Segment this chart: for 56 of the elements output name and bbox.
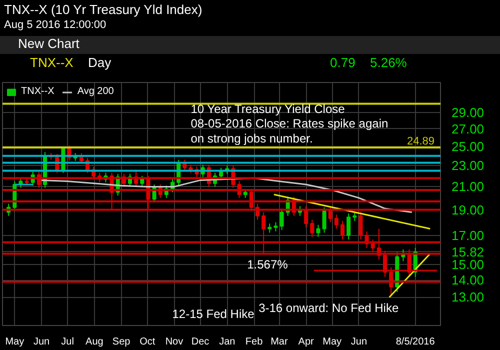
text: 0.79 [330,55,356,70]
candlestick [310,219,314,238]
y-tick-label: 13.00 [452,290,484,305]
annotation: 10 Year Treasury Yield Close [190,102,346,116]
x-tick-label: Feb [245,336,264,348]
candlestick [382,250,388,278]
ref-line-label: 24.89 [406,136,435,148]
candlestick [334,214,338,230]
candlestick [346,212,351,240]
candlestick [280,208,284,231]
candlestick [274,222,278,232]
chart-subtitle: Aug 5 2016 12:00:00 [4,19,106,31]
annotation: 3-16 onward: No Fed Hike [258,301,399,316]
text: New Chart [18,36,80,51]
x-tick-label: May [322,336,342,348]
x-tick-label: Nov [165,336,184,348]
chart-title: TNX--X (10 Yr Treasury Yld Index) [4,2,202,17]
y-tick-label: 19.00 [452,202,484,218]
x-tick-label: Mar [270,336,288,348]
text: 5.26% [370,55,407,70]
candlestick [262,212,266,255]
legend-label: Avg 200 [77,86,114,97]
y-tick-label: 15.00 [452,256,484,272]
text: Day [88,55,112,70]
y-tick-label: 27.00 [452,121,484,136]
y-tick-label: 17.00 [452,228,484,243]
candlestick [370,239,375,253]
y-tick-label: 29.00 [452,104,484,120]
x-tick-label: 8/5/2016 [396,336,436,348]
candlestick [328,206,332,223]
annotation: 08-05-2016 Close: Rates spike again [190,116,388,131]
text: TNX--X [30,55,74,70]
annotation: 12-15 Fed Hike [172,306,255,321]
x-tick-label: Dec [191,336,210,348]
x-tick-label: Jun [33,336,50,348]
x-tick-label: Sep [112,336,131,348]
x-tick-label: Apr [298,336,315,348]
x-tick-label: May [5,336,24,348]
y-tick-label: 23.00 [452,158,484,174]
x-tick-label: Jan [219,336,236,348]
candlestick [322,206,326,234]
x-tick-label: Aug [86,336,104,348]
candlestick [358,212,363,240]
y-tick-label: 25.00 [452,139,484,154]
annotation: 1.567% [247,257,288,272]
candlestick [340,220,345,240]
y-tick-label: 21.00 [452,179,484,194]
candlestick [316,224,320,238]
candlestick [268,223,272,234]
legend-label: TNX--X [21,86,54,97]
x-tick-label: Jul [61,336,74,348]
y-tick-label: 15.82 [452,244,484,260]
x-tick-label: Jun [350,336,368,348]
y-tick-label: 14.00 [452,272,484,288]
x-tick-label: Oct [140,336,156,348]
annotation: on strong jobs number. [190,131,313,146]
